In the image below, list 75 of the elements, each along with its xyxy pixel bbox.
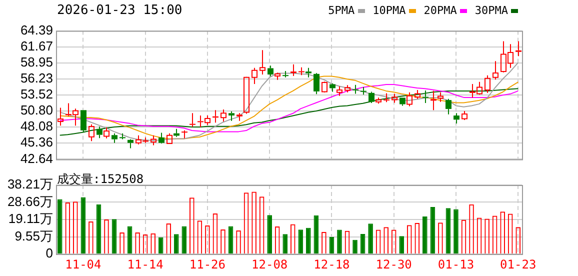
y-tick-label: 56.23 — [20, 70, 53, 86]
candlestick — [268, 65, 274, 77]
candlestick — [352, 84, 358, 94]
legend-label: 10PMA — [372, 4, 406, 17]
x-tick-label: 12-08 — [252, 257, 288, 272]
y-tick-label: 38.21万 — [7, 176, 53, 192]
x-tick-label: 11-26 — [189, 257, 226, 272]
chart-title: 2026-01-23 15:00 — [57, 3, 182, 18]
candlestick — [190, 112, 196, 128]
bar — [182, 226, 187, 254]
x-tick-label: 12-18 — [314, 257, 350, 272]
bar — [352, 240, 358, 254]
y-tick-label: 9.55万 — [14, 228, 53, 244]
candlestick — [446, 98, 452, 115]
candlestick — [58, 107, 64, 126]
bar — [337, 230, 342, 254]
candlestick — [298, 66, 304, 76]
candlestick — [282, 70, 288, 78]
y-tick-label: 50.80 — [20, 102, 53, 118]
annotation: 成交量:152508 — [57, 171, 144, 188]
bar — [174, 234, 179, 254]
bar — [228, 226, 234, 254]
candlestick — [314, 72, 320, 95]
candlestick — [414, 89, 420, 100]
bar — [282, 234, 288, 254]
bar — [267, 215, 272, 254]
candlestick — [128, 140, 134, 149]
y-tick-label: 0 — [46, 246, 53, 261]
candlestick — [430, 90, 436, 111]
bar — [368, 224, 373, 254]
candlestick — [422, 90, 428, 104]
bar — [306, 228, 311, 254]
candlestick — [158, 132, 164, 143]
y-tick-label: 28.66万 — [7, 194, 53, 209]
candlestick — [274, 72, 280, 80]
candlestick — [454, 112, 460, 124]
legend-label: 20PMA — [424, 4, 457, 17]
candlestick — [306, 67, 312, 78]
y-tick-label: 61.67 — [20, 38, 53, 54]
bar — [422, 216, 428, 254]
y-tick-label: 53.52 — [20, 86, 53, 102]
y-tick-label: 42.64 — [20, 150, 53, 166]
x-tick-label: 01-23 — [500, 257, 536, 272]
legend-label: 30PMA — [474, 4, 508, 17]
x-tick-label: 11-14 — [127, 257, 164, 272]
bar — [57, 199, 62, 254]
x-tick-label: 12-30 — [376, 257, 412, 272]
y-tick-label: 64.39 — [20, 22, 53, 38]
bar — [127, 226, 132, 254]
y-tick-label: 58.95 — [20, 54, 53, 70]
y-tick-label: 48.08 — [20, 118, 53, 134]
y-tick-label: 19.11万 — [8, 211, 53, 226]
y-tick-label: 45.36 — [20, 134, 53, 150]
legend-label: 5PMA — [328, 4, 355, 17]
candlestick — [80, 110, 86, 133]
x-tick-label: 11-04 — [65, 257, 102, 272]
candlestick — [182, 130, 188, 139]
candlestick — [112, 132, 118, 144]
candlestick — [228, 110, 234, 122]
candlestick — [236, 112, 242, 122]
bar — [298, 230, 304, 254]
candlestick — [120, 132, 126, 140]
candlestick — [96, 126, 102, 139]
x-tick-label: 01-13 — [438, 257, 474, 272]
candlestick — [492, 60, 498, 80]
bar — [399, 236, 404, 254]
bar — [454, 209, 458, 254]
candlestick — [384, 92, 390, 103]
candlestick — [260, 50, 266, 75]
bar — [158, 237, 164, 254]
candlestick — [368, 91, 374, 104]
candlestick — [516, 40, 522, 57]
candlestick — [290, 64, 296, 76]
candlestick — [360, 86, 366, 96]
candlestick — [400, 98, 406, 106]
